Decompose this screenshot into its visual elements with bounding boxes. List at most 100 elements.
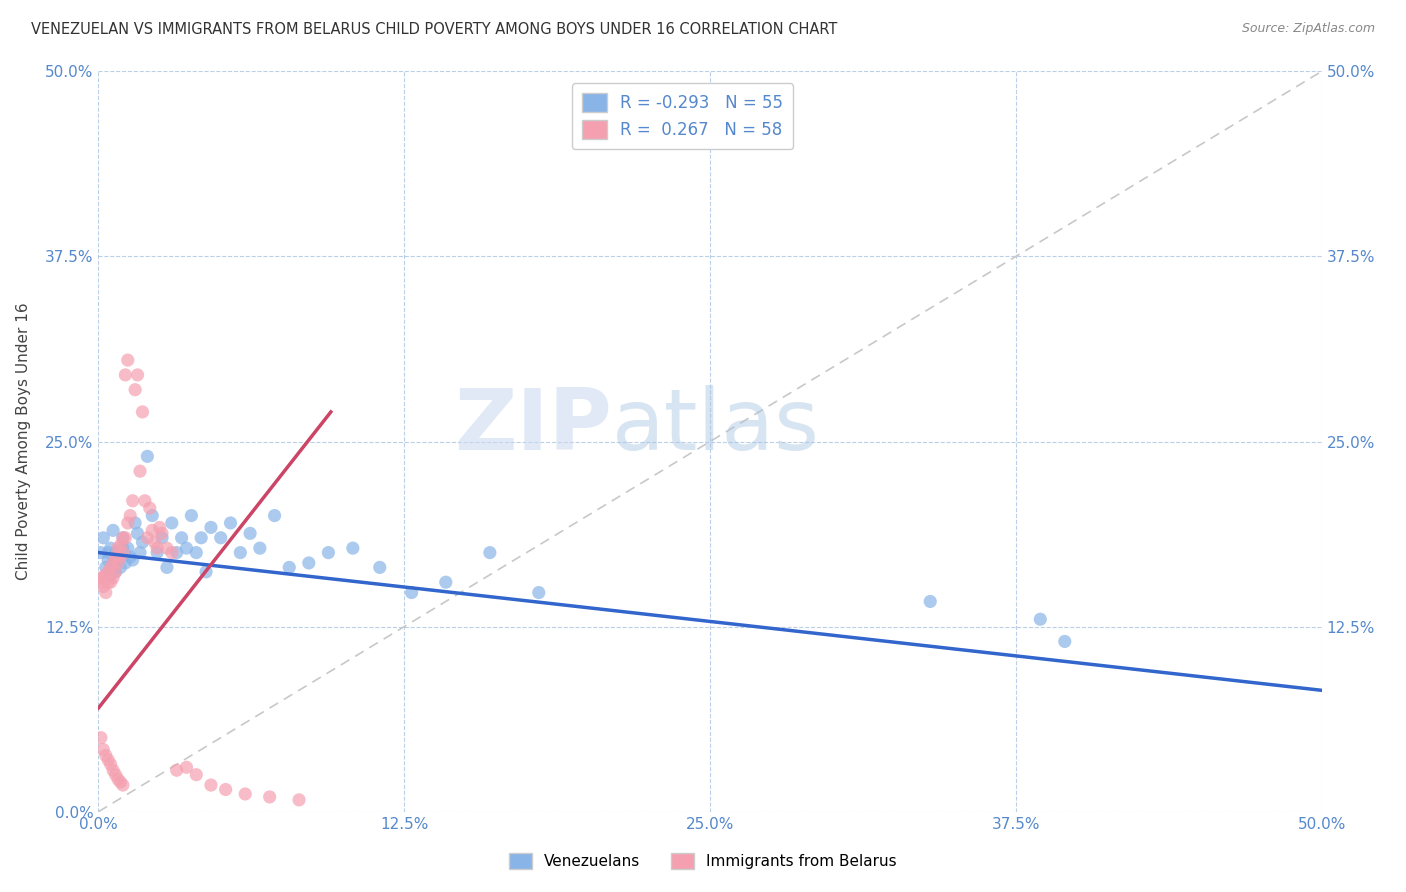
Point: [104, 546, 127, 560]
Point: [110, 775, 132, 789]
Point: [200, 778, 222, 792]
Point: [131, 405, 153, 419]
Point: [111, 546, 134, 560]
Legend: Venezuelans, Immigrants from Belarus: Venezuelans, Immigrants from Belarus: [503, 847, 903, 875]
Point: [101, 764, 124, 778]
Point: [127, 526, 149, 541]
Point: [160, 546, 183, 560]
Text: atlas: atlas: [612, 385, 820, 468]
Point: [298, 556, 321, 570]
Point: [160, 516, 183, 530]
Point: [166, 546, 188, 560]
Point: [200, 520, 222, 534]
Point: [131, 535, 153, 549]
Point: [401, 585, 423, 599]
Point: [249, 541, 271, 556]
Point: [110, 538, 132, 552]
Point: [90, 546, 112, 560]
Point: [318, 546, 340, 560]
Point: [214, 782, 236, 797]
Point: [180, 508, 202, 523]
Point: [121, 553, 143, 567]
Point: [143, 535, 166, 549]
Point: [149, 520, 172, 534]
Point: [278, 560, 301, 574]
Point: [111, 531, 134, 545]
Point: [107, 772, 129, 786]
Point: [1029, 612, 1052, 626]
Point: [195, 565, 218, 579]
Point: [111, 778, 134, 792]
Point: [1053, 634, 1076, 648]
Point: [368, 560, 391, 574]
Point: [97, 553, 120, 567]
Point: [434, 575, 457, 590]
Point: [91, 580, 114, 594]
Point: [91, 742, 114, 756]
Point: [259, 789, 281, 804]
Point: [90, 731, 112, 745]
Point: [107, 556, 129, 570]
Point: [527, 585, 550, 599]
Point: [101, 556, 124, 570]
Text: Source: ZipAtlas.com: Source: ZipAtlas.com: [1241, 22, 1375, 36]
Point: [117, 516, 139, 530]
Point: [101, 524, 124, 538]
Point: [136, 531, 159, 545]
Point: [94, 567, 117, 582]
Point: [176, 541, 198, 556]
Point: [124, 383, 146, 397]
Point: [114, 368, 136, 382]
Point: [110, 549, 132, 564]
Point: [150, 531, 173, 545]
Point: [134, 493, 156, 508]
Point: [114, 556, 136, 570]
Point: [100, 567, 122, 582]
Point: [156, 560, 179, 574]
Point: [90, 571, 112, 585]
Point: [156, 541, 179, 556]
Point: [229, 546, 252, 560]
Point: [90, 575, 112, 590]
Point: [91, 531, 114, 545]
Point: [117, 353, 139, 368]
Point: [107, 553, 129, 567]
Point: [263, 508, 285, 523]
Point: [97, 575, 120, 590]
Point: [920, 594, 942, 608]
Point: [166, 764, 188, 778]
Point: [124, 516, 146, 530]
Point: [141, 524, 163, 538]
Point: [141, 508, 163, 523]
Point: [104, 565, 127, 579]
Point: [233, 787, 256, 801]
Point: [91, 571, 114, 585]
Point: [110, 560, 132, 574]
Point: [101, 556, 124, 570]
Point: [104, 565, 127, 579]
Point: [239, 526, 262, 541]
Point: [101, 571, 124, 585]
Point: [114, 531, 136, 545]
Point: [146, 541, 169, 556]
Legend: R = -0.293   N = 55, R =  0.267   N = 58: R = -0.293 N = 55, R = 0.267 N = 58: [572, 83, 793, 149]
Point: [150, 526, 173, 541]
Text: ZIP: ZIP: [454, 385, 612, 468]
Y-axis label: Child Poverty Among Boys Under 16: Child Poverty Among Boys Under 16: [17, 302, 31, 581]
Point: [478, 546, 501, 560]
Point: [111, 541, 134, 556]
Point: [176, 760, 198, 774]
Point: [100, 541, 122, 556]
Point: [94, 560, 117, 574]
Point: [120, 549, 142, 564]
Point: [97, 546, 120, 560]
Point: [117, 541, 139, 556]
Point: [146, 546, 169, 560]
Point: [94, 585, 117, 599]
Point: [127, 368, 149, 382]
Point: [107, 541, 129, 556]
Point: [129, 546, 152, 560]
Point: [136, 450, 159, 464]
Point: [129, 464, 152, 478]
Point: [120, 508, 142, 523]
